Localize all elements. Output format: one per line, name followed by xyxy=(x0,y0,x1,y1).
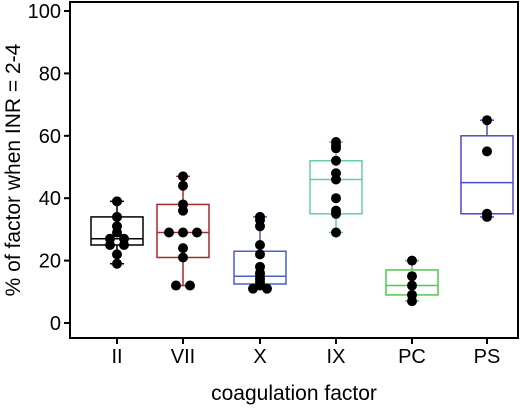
data-point xyxy=(112,221,122,232)
data-point xyxy=(255,211,265,222)
data-point xyxy=(178,227,188,238)
data-point xyxy=(112,258,122,269)
data-point xyxy=(331,227,341,238)
plot-frame xyxy=(69,1,519,339)
y-tick-label: 0 xyxy=(50,313,61,335)
data-point xyxy=(255,261,265,272)
x-tick-label: PC xyxy=(398,346,426,368)
data-point xyxy=(112,249,122,260)
data-point xyxy=(331,155,341,166)
data-point xyxy=(178,171,188,182)
x-axis-label: coagulation factor xyxy=(211,382,377,405)
data-point xyxy=(112,196,122,207)
data-point xyxy=(331,205,341,216)
data-point xyxy=(119,233,129,244)
data-point xyxy=(171,280,181,291)
data-point xyxy=(192,227,202,238)
data-point xyxy=(178,180,188,191)
y-tick-label: 20 xyxy=(39,251,61,273)
data-point xyxy=(105,233,115,244)
data-point xyxy=(482,115,492,126)
x-tick-label: PS xyxy=(474,346,501,368)
data-point xyxy=(482,208,492,219)
x-tick-label: II xyxy=(111,346,122,368)
data-point xyxy=(407,289,417,300)
data-point xyxy=(112,211,122,222)
data-point xyxy=(178,199,188,210)
data-point xyxy=(255,249,265,260)
data-point xyxy=(407,255,417,266)
data-point xyxy=(331,137,341,148)
data-point xyxy=(178,252,188,263)
data-point xyxy=(178,243,188,254)
y-axis-label: % of factor when INR = 2-4 xyxy=(2,43,25,296)
y-tick-label: 80 xyxy=(39,63,61,85)
data-point xyxy=(255,240,265,250)
data-point xyxy=(407,271,417,282)
x-tick-label: VII xyxy=(171,346,195,368)
x-tick-label: X xyxy=(253,346,266,368)
y-tick-label: 100 xyxy=(28,1,61,23)
data-point xyxy=(407,280,417,291)
data-point xyxy=(331,193,341,204)
y-tick-label: 60 xyxy=(39,126,61,148)
data-point xyxy=(185,280,195,291)
x-tick-label: IX xyxy=(327,346,346,368)
data-point xyxy=(164,227,174,238)
data-point xyxy=(482,146,492,157)
data-point xyxy=(331,168,341,179)
y-tick-label: 40 xyxy=(39,188,61,210)
